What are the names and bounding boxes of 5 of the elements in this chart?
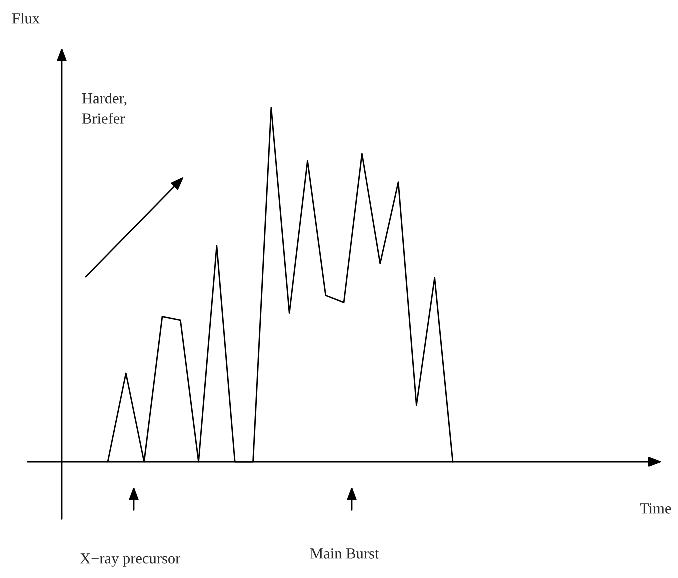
text: Flux (12, 13, 40, 24)
text: Main Burst (310, 548, 380, 559)
annotation: Harder, Briefer (82, 92, 127, 124)
text: Time (640, 504, 672, 514)
text: X−ray precursor (80, 554, 181, 567)
